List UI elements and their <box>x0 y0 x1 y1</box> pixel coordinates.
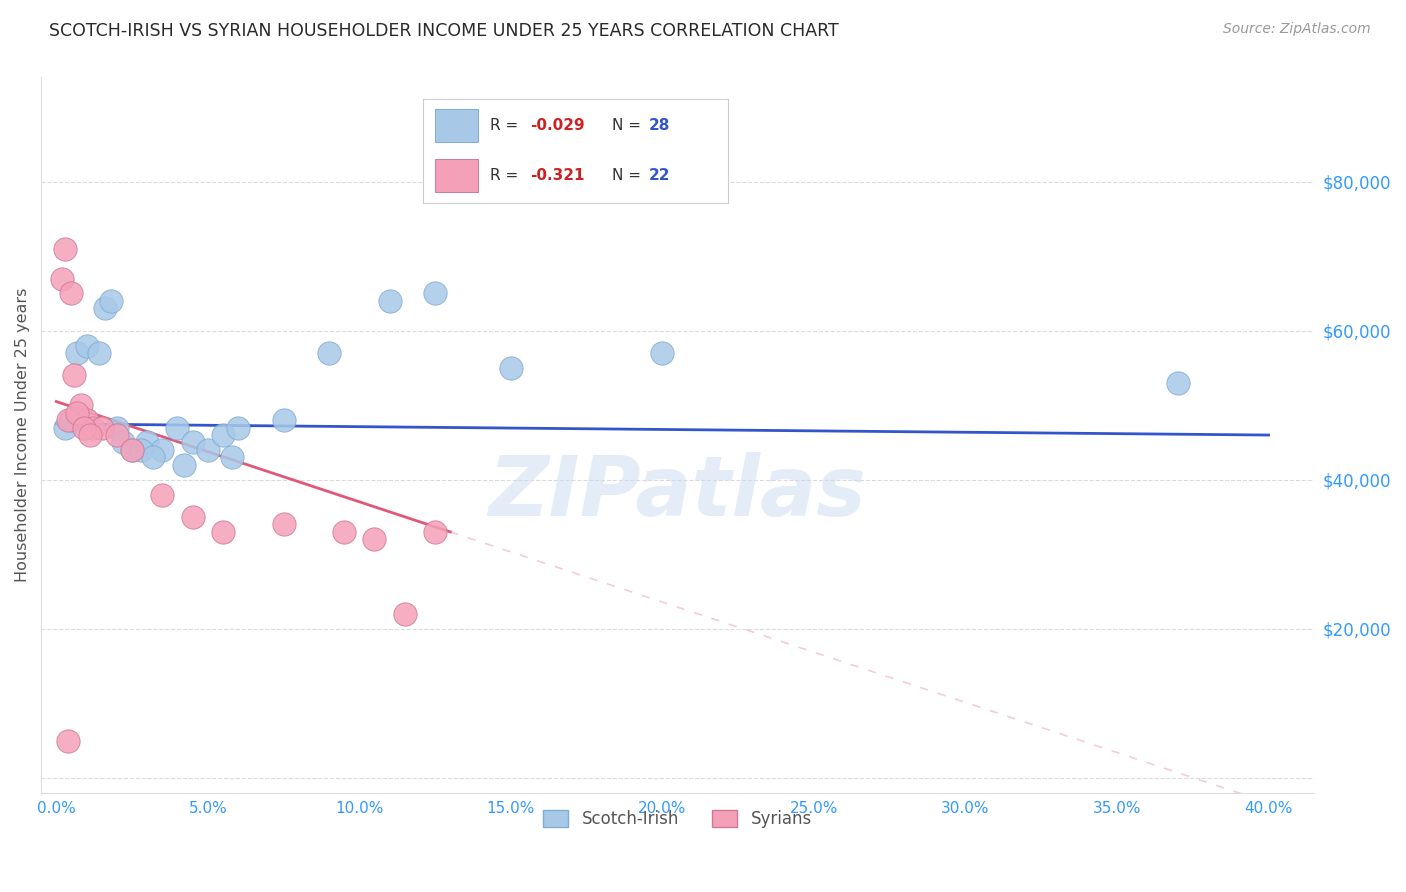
Point <box>173 458 195 472</box>
Point <box>94 301 117 316</box>
Text: ZIPatlas: ZIPatlas <box>489 451 866 533</box>
Point <box>121 442 143 457</box>
Point <box>66 346 89 360</box>
Point <box>63 368 86 383</box>
Text: SCOTCH-IRISH VS SYRIAN HOUSEHOLDER INCOME UNDER 25 YEARS CORRELATION CHART: SCOTCH-IRISH VS SYRIAN HOUSEHOLDER INCOM… <box>49 22 839 40</box>
Point <box>129 442 152 457</box>
Point <box>221 450 243 465</box>
Point <box>58 413 80 427</box>
Point <box>142 450 165 465</box>
Point <box>333 524 356 539</box>
Point <box>60 286 83 301</box>
Point <box>226 420 249 434</box>
Point <box>111 435 134 450</box>
Point <box>66 406 89 420</box>
Point <box>82 420 104 434</box>
Point <box>212 524 235 539</box>
Point <box>60 413 83 427</box>
Point <box>72 420 94 434</box>
Point <box>69 398 91 412</box>
Point <box>136 435 159 450</box>
Point <box>363 533 385 547</box>
Point <box>53 242 76 256</box>
Point <box>51 271 73 285</box>
Point <box>318 346 340 360</box>
Point <box>423 524 446 539</box>
Point <box>90 420 112 434</box>
Legend: Scotch-Irish, Syrians: Scotch-Irish, Syrians <box>537 803 818 834</box>
Point <box>76 338 98 352</box>
Text: Source: ZipAtlas.com: Source: ZipAtlas.com <box>1223 22 1371 37</box>
Point <box>53 420 76 434</box>
Point <box>378 293 401 308</box>
Point <box>212 428 235 442</box>
Point <box>105 420 128 434</box>
Point <box>121 442 143 457</box>
Point <box>1167 376 1189 390</box>
Point <box>181 435 204 450</box>
Point <box>499 361 522 376</box>
Point <box>273 413 295 427</box>
Point <box>273 517 295 532</box>
Point <box>197 442 219 457</box>
Point <box>166 420 188 434</box>
Point <box>100 293 122 308</box>
Point <box>79 428 101 442</box>
Point <box>76 413 98 427</box>
Y-axis label: Householder Income Under 25 years: Householder Income Under 25 years <box>15 288 30 582</box>
Point <box>394 607 416 621</box>
Point <box>105 428 128 442</box>
Point <box>651 346 673 360</box>
Point <box>181 510 204 524</box>
Point <box>150 488 173 502</box>
Point <box>150 442 173 457</box>
Point <box>87 346 110 360</box>
Point <box>58 733 80 747</box>
Point <box>423 286 446 301</box>
